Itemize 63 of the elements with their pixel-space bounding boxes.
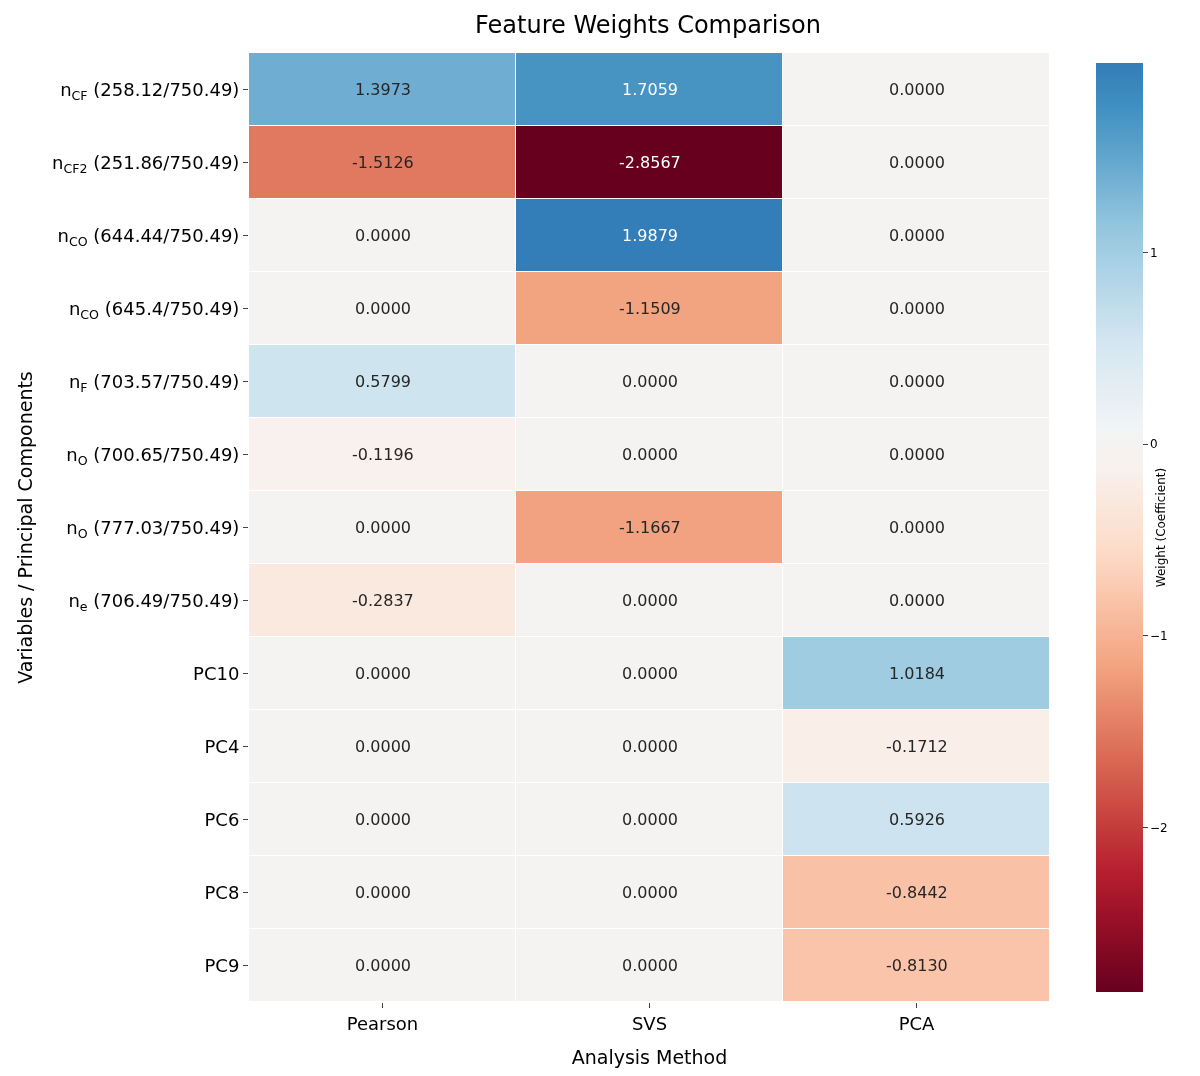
color-bar-label: 0 [1149, 437, 1158, 452]
data-label: -1.5126 [352, 153, 414, 172]
data-label: 0.5926 [889, 810, 945, 829]
chart-title: Feature Weights Comparison [475, 10, 821, 39]
data-label: 0.0000 [355, 664, 411, 683]
y-tick-label: PC10 [193, 662, 240, 684]
y-tick-label: n$_{O}$ (777.03/750.49) [66, 516, 240, 541]
data-label: -1.1667 [619, 518, 681, 537]
data-label: -1.1509 [619, 299, 681, 318]
data-label: -0.8442 [886, 883, 948, 902]
data-label: 0.0000 [622, 372, 678, 391]
x-tick-label: SVS [631, 1012, 668, 1034]
x-tick-label: Pearson [346, 1012, 419, 1034]
data-label: 1.9879 [622, 226, 678, 245]
y-axis-title: Variables / Principal Components [13, 371, 36, 684]
color-bar-label: −1 [1149, 629, 1168, 644]
data-label: 0.0000 [889, 80, 945, 99]
data-label: 1.0184 [889, 664, 945, 683]
data-label: 0.0000 [355, 737, 411, 756]
data-label: 0.0000 [889, 299, 945, 318]
data-label: 0.0000 [889, 591, 945, 610]
data-label: 0.0000 [355, 810, 411, 829]
y-tick-label: n$_{CF2}$ (251.86/750.49) [52, 151, 240, 176]
data-label: -2.8567 [619, 153, 681, 172]
y-tick-label: n$_{O}$ (700.65/750.49) [66, 443, 240, 468]
data-label: 0.0000 [622, 883, 678, 902]
data-label: 0.0000 [355, 518, 411, 537]
y-tick-label: n$_{F}$ (703.57/750.49) [68, 370, 240, 395]
data-label: -0.1712 [886, 737, 948, 756]
data-label: 0.0000 [889, 153, 945, 172]
data-label: 1.3973 [355, 80, 411, 99]
x-axis-title: Analysis Method [571, 1046, 728, 1069]
data-label: 1.7059 [622, 80, 678, 99]
data-label: 0.0000 [355, 226, 411, 245]
data-label: 0.0000 [355, 299, 411, 318]
y-tick-label: n$_{e}$ (706.49/750.49) [68, 589, 240, 614]
data-label: 0.0000 [889, 372, 945, 391]
data-label: 0.0000 [622, 737, 678, 756]
y-tick-label: PC4 [204, 735, 240, 757]
data-label: 0.0000 [622, 664, 678, 683]
y-tick-label: PC6 [204, 808, 240, 830]
y-tick-label: PC8 [204, 881, 240, 903]
data-label: -0.8130 [886, 956, 948, 975]
y-tick-label: n$_{CF}$ (258.12/750.49) [60, 78, 240, 103]
y-tick-label: PC9 [204, 954, 240, 976]
color-bar-label: −2 [1149, 820, 1168, 835]
data-label: -0.1196 [352, 445, 414, 464]
data-label: 0.0000 [889, 226, 945, 245]
data-label: 0.0000 [889, 518, 945, 537]
data-label: 0.0000 [622, 810, 678, 829]
data-label: 0.0000 [622, 445, 678, 464]
color-bar-title: Weight (Coefficient) [1154, 467, 1169, 588]
data-label: 0.0000 [355, 883, 411, 902]
data-label: 0.0000 [622, 591, 678, 610]
y-tick-label: n$_{CO}$ (644.44/750.49) [57, 224, 240, 249]
data-label: 0.0000 [622, 956, 678, 975]
data-label: 0.0000 [355, 956, 411, 975]
data-label: 0.0000 [889, 445, 945, 464]
y-tick-label: n$_{CO}$ (645.4/750.49) [68, 297, 240, 322]
data-label: -0.2837 [352, 591, 414, 610]
data-label: 0.5799 [355, 372, 411, 391]
x-tick-label: PCA [898, 1012, 936, 1034]
color-bar-label: 1 [1149, 245, 1158, 260]
